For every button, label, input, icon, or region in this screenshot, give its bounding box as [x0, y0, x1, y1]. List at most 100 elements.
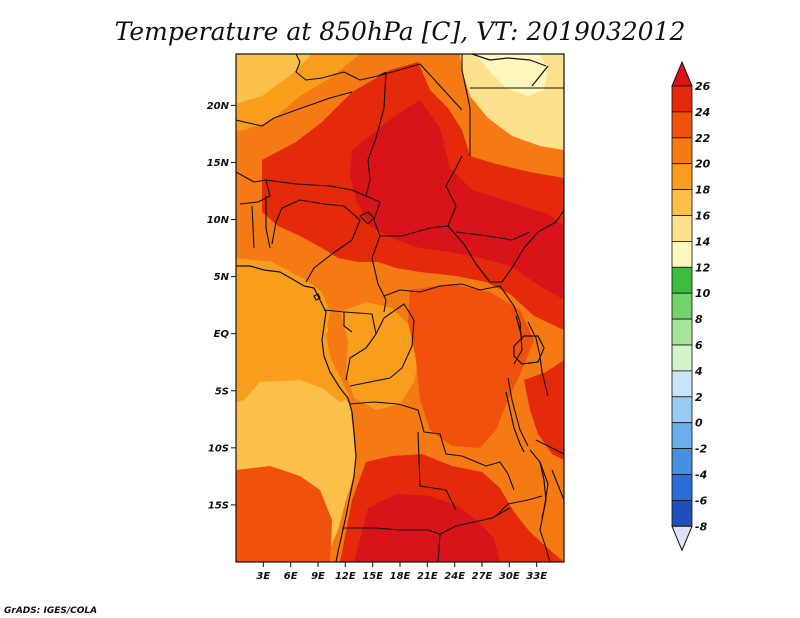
lat-tick-label: 5N — [214, 272, 230, 283]
colorbar-swatch — [671, 292, 693, 320]
border-niger-chad — [365, 71, 387, 221]
border-chad-car — [380, 225, 449, 237]
border-niger-nigeria — [265, 179, 367, 197]
colorbar-level-label: 12 — [695, 261, 711, 274]
lake-tanganyika — [505, 391, 525, 453]
border-mozambique — [539, 469, 564, 562]
border-namibia-botswana — [437, 507, 511, 562]
lat-tick-label: EQ — [214, 329, 230, 340]
border-angola-drc — [349, 401, 463, 457]
border-chad-sudan — [445, 155, 463, 227]
field-north-16 — [476, 54, 548, 96]
colorbar-swatch — [671, 344, 693, 372]
colorbar-level-label: 20 — [695, 158, 711, 171]
lake-chad — [359, 211, 375, 225]
colorbar-swatch — [671, 396, 693, 424]
colorbar-swatch — [671, 422, 693, 450]
coast-sinai — [531, 65, 549, 87]
colorbar-level-label: 18 — [695, 184, 711, 197]
border-angola-zambia — [417, 431, 457, 511]
colorbar-level-label: 0 — [695, 417, 703, 430]
field-ocean-20 — [236, 258, 350, 402]
colorbar-level-label: 22 — [695, 132, 711, 145]
border-zambia-zimbabwe — [495, 495, 543, 517]
colorbar-swatch — [671, 370, 693, 398]
lat-tick-label: 20N — [207, 101, 230, 112]
lat-tick-label: 15S — [208, 500, 229, 511]
colorbar-level-label: 6 — [695, 339, 703, 352]
border-south-sudan-ethiopia — [501, 209, 564, 283]
colorbar-swatch — [671, 189, 693, 216]
lat-tick-label: 15N — [207, 158, 230, 169]
lon-tick-label: 27E — [472, 571, 493, 582]
lake-albert — [515, 315, 523, 341]
border-libya-algeria — [295, 54, 387, 81]
colorbar-swatch — [671, 111, 693, 139]
lon-tick-label: 30E — [499, 571, 520, 582]
colorbar-swatch — [671, 318, 693, 346]
coast-nile-delta — [471, 54, 547, 67]
border-burkina — [236, 171, 271, 205]
bioko-island — [313, 293, 321, 301]
lon-tick-label: 24E — [444, 571, 465, 582]
border-drc-uganda — [499, 285, 523, 365]
lon-tick-label: 9E — [311, 571, 325, 582]
border-nigeria-cameroon — [271, 199, 361, 283]
lon-tick-label: 21E — [417, 571, 438, 582]
border-drc-zambia — [461, 455, 515, 491]
colorbar-level-label: -6 — [695, 494, 708, 507]
lat-tick-label: 10N — [207, 215, 230, 226]
lon-tick-label: 18E — [390, 571, 411, 582]
field-kalahari-24 — [236, 466, 332, 562]
colorbar-swatch — [671, 499, 693, 527]
coast-gulf-of-guinea — [236, 265, 357, 562]
colorbar-level-label: 14 — [695, 235, 710, 248]
colorbar-swatch — [671, 266, 693, 294]
colorbar-level-label: -2 — [695, 443, 708, 456]
colorbar-swatch — [671, 448, 693, 475]
field-east-lakes-24 — [408, 284, 534, 448]
border-sudan-south-sudan — [455, 231, 531, 241]
field-hot-core-south-inner — [354, 494, 500, 562]
colorbar-swatch — [671, 85, 693, 113]
colorbar-level-label: 26 — [695, 80, 711, 93]
country-borders — [236, 54, 564, 562]
border-car-drc — [383, 283, 501, 297]
lon-tick-label: 6E — [284, 571, 298, 582]
colorbar-swatch — [671, 215, 693, 242]
lat-tick-label: 10S — [208, 443, 229, 454]
border-libya-egypt — [461, 54, 471, 156]
colorbar-level-label: 2 — [695, 391, 703, 404]
lon-tick-label: 12E — [335, 571, 356, 582]
latitude-axis: 20N 15N 10N 5N EQ 5S 10S 15S — [207, 101, 236, 511]
border-drc-tanzania — [507, 377, 529, 447]
colorbar-level-label: 24 — [695, 106, 710, 119]
colorbar-level-label: 4 — [694, 365, 703, 378]
border-car-south-sudan — [447, 225, 502, 283]
field-west-sahara-18 — [236, 54, 312, 104]
longitude-axis: 3E 6E 9E 12E 15E 18E 21E 24E 27E 30E 33E — [256, 562, 547, 582]
lon-tick-label: 33E — [526, 571, 547, 582]
colorbar-swatch — [671, 474, 693, 501]
field-hot-core-north-inner — [350, 100, 564, 300]
colorbar-level-label: 8 — [695, 313, 703, 326]
colorbar-under-triangle — [671, 525, 693, 552]
colorbar-over-triangle — [671, 60, 693, 87]
colorbar-swatch — [671, 240, 693, 268]
border-congo-gabon — [343, 311, 377, 381]
lon-tick-label: 3E — [256, 571, 270, 582]
lake-malawi — [539, 461, 547, 519]
colorbar-level-label: -4 — [695, 469, 707, 482]
border-gabon — [323, 309, 353, 333]
border-angola-namibia — [342, 525, 457, 535]
border-tanzania-mozambique — [535, 439, 564, 455]
colorbar-swatch — [671, 163, 693, 190]
field-south-18 — [236, 400, 334, 450]
colorbar-level-label: 16 — [695, 210, 711, 223]
colorbar-level-label: -8 — [695, 520, 708, 533]
lat-tick-label: 5S — [215, 386, 229, 397]
border-chad-libya — [377, 63, 463, 111]
grads-credit: GrADS: IGES/COLA — [4, 606, 97, 616]
